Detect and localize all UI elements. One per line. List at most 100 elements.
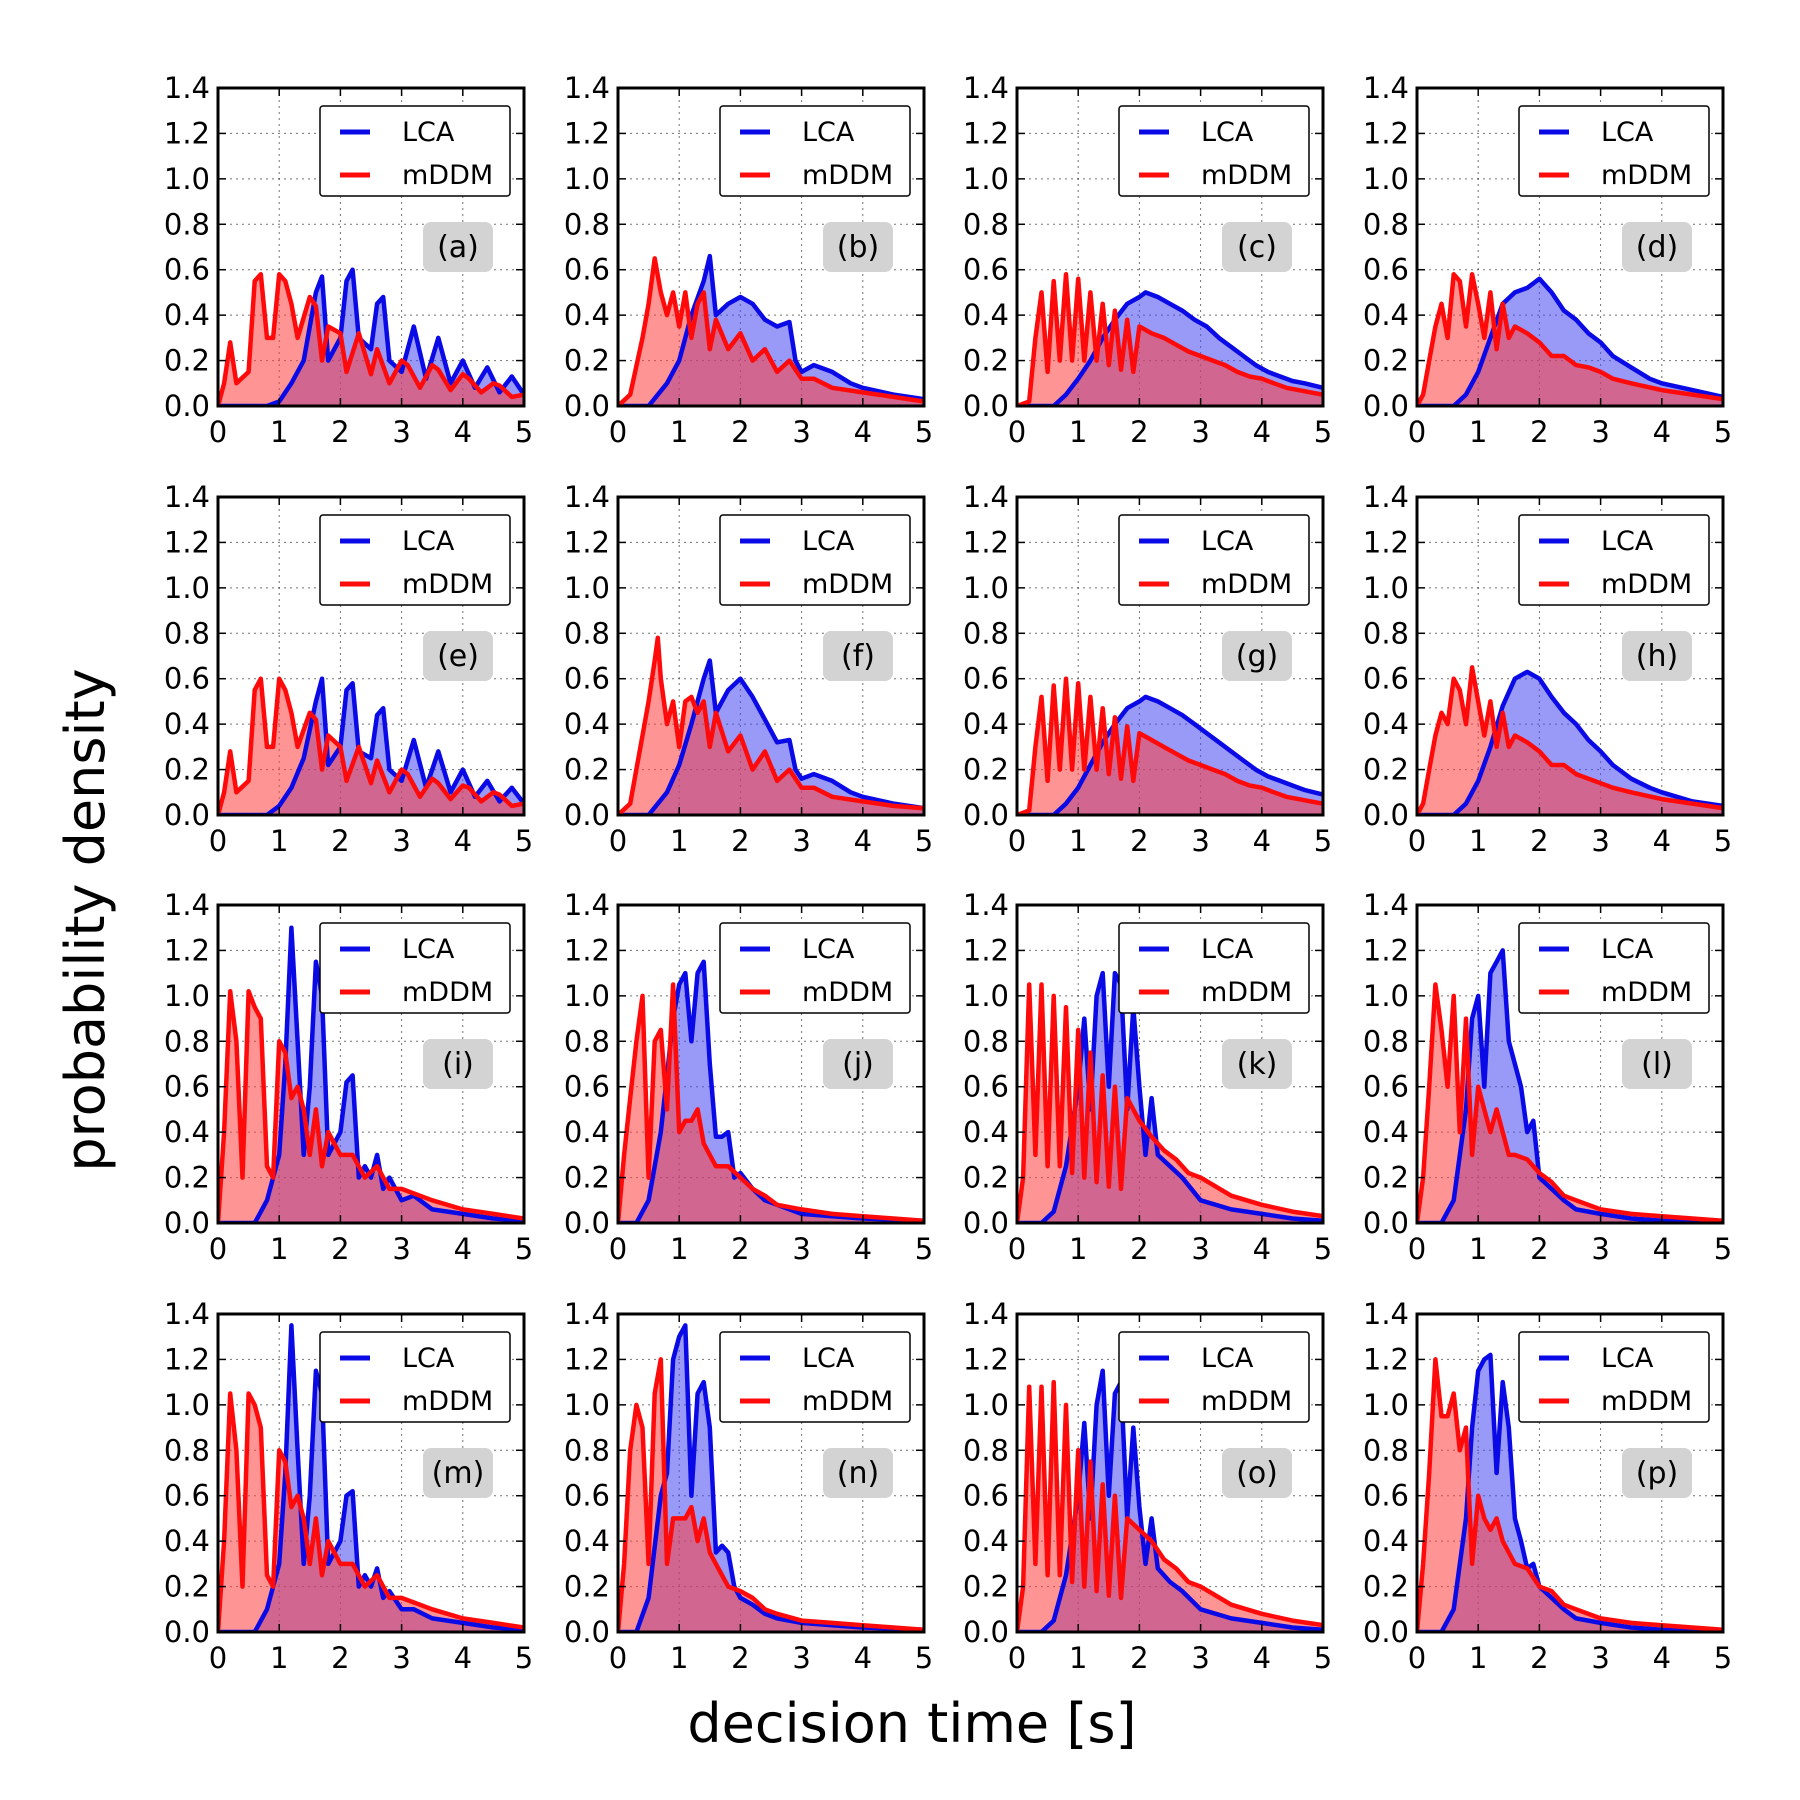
axes-frame xyxy=(216,495,526,817)
y-tick-label: 1.2 xyxy=(1363,1342,1409,1376)
mddm-line xyxy=(618,1357,924,1632)
x-tick-label: 3 xyxy=(392,1641,410,1675)
mddm-area xyxy=(1017,274,1323,406)
panel-label: (g) xyxy=(1236,639,1278,674)
y-tick-label: 1.2 xyxy=(1363,525,1409,559)
panel-a: 0 1 2 3 4 5 0.0 0.2 0.4 0.6 0.8 1.0 1.2 1.4 LCA mDDM (a) xyxy=(164,71,533,449)
y-tick-label: 1.2 xyxy=(164,116,210,150)
legend-label-lca: LCA xyxy=(1201,934,1254,965)
y-tick-label: 0.4 xyxy=(1363,298,1409,332)
y-tick-label: 0.2 xyxy=(1363,753,1409,787)
y-tick-label: 0.8 xyxy=(164,616,210,650)
y-tick-label: 1.2 xyxy=(963,525,1009,559)
y-tick-label: 0.2 xyxy=(1363,1161,1409,1195)
x-tick-label: 2 xyxy=(1530,1232,1548,1266)
y-tick-label: 1.2 xyxy=(1363,933,1409,967)
axes-frame xyxy=(1015,495,1325,817)
x-tick-label: 2 xyxy=(731,1641,749,1675)
x-tick-label: 5 xyxy=(1714,824,1732,858)
legend: LCA mDDM xyxy=(1518,105,1710,197)
y-tick-label: 0.2 xyxy=(164,753,210,787)
x-tick-label: 3 xyxy=(792,415,810,449)
y-tick-label: 0.2 xyxy=(564,1570,610,1604)
legend-label-mddm: mDDM xyxy=(402,1386,493,1417)
y-tick-label: 0.0 xyxy=(1363,389,1409,423)
x-tick-label: 1 xyxy=(670,415,688,449)
panel-m: 0 1 2 3 4 5 0.0 0.2 0.4 0.6 0.8 1.0 1.2 1.4 LCA mDDM (m) xyxy=(164,1297,533,1675)
y-tick-label: 0.2 xyxy=(164,344,210,378)
x-tick-label: 0 xyxy=(1008,1232,1026,1266)
panel-label-box xyxy=(823,222,893,272)
y-tick-label: 0.4 xyxy=(1363,707,1409,741)
mddm-area xyxy=(618,637,924,815)
panel-o: 0 1 2 3 4 5 0.0 0.2 0.4 0.6 0.8 1.0 1.2 1.4 LCA mDDM (o) xyxy=(963,1297,1332,1675)
x-tick-label: 0 xyxy=(1008,824,1026,858)
panel-label: (b) xyxy=(837,230,879,265)
x-tick-label: 4 xyxy=(1653,415,1671,449)
x-tick-label: 0 xyxy=(609,1641,627,1675)
y-tick-label: 1.0 xyxy=(963,979,1009,1013)
x-tick-label: 3 xyxy=(1191,415,1209,449)
mddm-line xyxy=(218,676,524,815)
legend-label-lca: LCA xyxy=(1201,1343,1254,1374)
x-tick-label: 2 xyxy=(331,1232,349,1266)
y-tick-label: 0.8 xyxy=(564,207,610,241)
lca-line xyxy=(218,925,524,1223)
legend-label-lca: LCA xyxy=(1601,526,1654,557)
y-tick-label: 0.6 xyxy=(164,253,210,287)
legend-label-lca: LCA xyxy=(1601,1343,1654,1374)
panel-label: (e) xyxy=(437,639,479,674)
y-tick-label: 1.4 xyxy=(564,888,610,922)
x-tick-label: 4 xyxy=(854,824,872,858)
axes-frame xyxy=(1015,903,1325,1225)
x-tick-label: 3 xyxy=(792,824,810,858)
y-tick-label: 1.0 xyxy=(564,571,610,605)
y-tick-label: 1.2 xyxy=(564,525,610,559)
y-tick-label: 0.2 xyxy=(1363,344,1409,378)
y-tick-label: 0.0 xyxy=(564,798,610,832)
x-tick-label: 2 xyxy=(1130,824,1148,858)
y-tick-label: 0.4 xyxy=(164,298,210,332)
series-group xyxy=(618,959,924,1223)
x-tick-label: 5 xyxy=(1314,415,1332,449)
x-tick-label: 1 xyxy=(1469,1232,1487,1266)
x-tick-label: 3 xyxy=(1591,824,1609,858)
series-group xyxy=(1017,676,1323,815)
x-tick-label: 4 xyxy=(1653,1232,1671,1266)
y-tick-label: 0.2 xyxy=(564,1161,610,1195)
legend-label-mddm: mDDM xyxy=(1201,977,1292,1008)
y-tick-label: 1.4 xyxy=(564,71,610,105)
legend: LCA mDDM xyxy=(719,922,911,1014)
y-tick-label: 0.0 xyxy=(564,389,610,423)
x-tick-label: 5 xyxy=(1714,415,1732,449)
axes-frame xyxy=(1415,495,1725,817)
legend-label-mddm: mDDM xyxy=(1601,160,1692,191)
panel-e: 0 1 2 3 4 5 0.0 0.2 0.4 0.6 0.8 1.0 1.2 1.4 LCA mDDM (e) xyxy=(164,480,533,858)
x-tick-label: 4 xyxy=(454,1641,472,1675)
panel-label-box xyxy=(1222,222,1292,272)
series-group xyxy=(618,253,924,406)
x-tick-label: 4 xyxy=(1253,1232,1271,1266)
legend: LCA mDDM xyxy=(319,105,511,197)
y-tick-label: 0.8 xyxy=(1363,1024,1409,1058)
legend-label-lca: LCA xyxy=(402,934,455,965)
panel-label-box xyxy=(1622,1448,1692,1498)
mddm-line xyxy=(218,989,524,1223)
x-tick-label: 2 xyxy=(331,415,349,449)
y-tick-label: 1.2 xyxy=(963,116,1009,150)
x-tick-label: 5 xyxy=(1714,1232,1732,1266)
legend-label-mddm: mDDM xyxy=(802,977,893,1008)
y-tick-label: 0.6 xyxy=(564,1070,610,1104)
x-tick-label: 3 xyxy=(1191,824,1209,858)
x-tick-label: 0 xyxy=(1408,415,1426,449)
x-tick-label: 4 xyxy=(1653,824,1671,858)
panel-h: 0 1 2 3 4 5 0.0 0.2 0.4 0.6 0.8 1.0 1.2 1.4 LCA mDDM (h) xyxy=(1363,480,1732,858)
axes-frame xyxy=(1415,903,1725,1225)
legend: LCA mDDM xyxy=(1118,514,1310,606)
x-tick-label: 1 xyxy=(670,1641,688,1675)
x-tick-label: 3 xyxy=(792,1641,810,1675)
y-tick-label: 0.2 xyxy=(564,753,610,787)
legend-label-mddm: mDDM xyxy=(802,569,893,600)
panel-label-box xyxy=(423,1448,493,1498)
y-tick-label: 0.4 xyxy=(564,707,610,741)
